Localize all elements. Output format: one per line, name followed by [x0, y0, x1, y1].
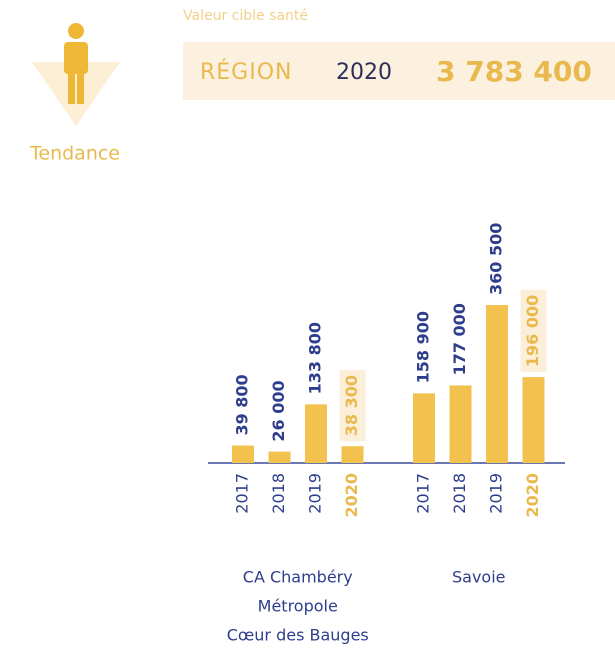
- label-highlight: [339, 369, 366, 442]
- x-tick-label: 2017: [414, 473, 433, 514]
- region-label: RÉGION: [200, 59, 293, 85]
- bar: [449, 385, 472, 463]
- value-label: 158 900: [414, 311, 433, 383]
- subtitle: Valeur cible santé: [183, 8, 308, 24]
- x-tick-label: 2020: [342, 473, 361, 518]
- bar: [341, 446, 364, 463]
- value-label: 26 000: [269, 380, 288, 441]
- bar: [268, 451, 291, 463]
- region-value: 3 783 400: [436, 55, 592, 88]
- label-highlight: [520, 289, 547, 373]
- value-label: 133 800: [306, 322, 325, 394]
- bar: [232, 445, 254, 463]
- x-tick-label: 2019: [306, 473, 325, 514]
- region-year: 2020: [336, 60, 392, 85]
- value-label: 177 000: [450, 303, 469, 375]
- bar: [305, 404, 327, 463]
- value-label: 38 300: [342, 375, 361, 436]
- group-label: CA Chambéry: [243, 568, 353, 587]
- x-tick-label: 2020: [523, 473, 542, 518]
- bar: [522, 377, 545, 463]
- x-tick-label: 2018: [450, 473, 469, 514]
- bar: [486, 305, 508, 463]
- x-tick-label: 2019: [487, 473, 506, 514]
- trend-label: Tendance: [29, 143, 120, 165]
- region-box: [183, 42, 615, 100]
- x-tick-label: 2017: [233, 473, 252, 514]
- value-label: 39 800: [233, 374, 252, 435]
- bar: [413, 393, 435, 463]
- group-label: Savoie: [452, 568, 506, 587]
- trend-arrow: [32, 62, 120, 126]
- x-tick-label: 2018: [269, 473, 288, 514]
- person-icon: [64, 23, 88, 104]
- group-label: Cœur des Bauges: [227, 626, 369, 645]
- value-label: 360 500: [487, 223, 506, 295]
- group-label: Métropole: [258, 597, 338, 616]
- value-label: 196 000: [523, 295, 542, 367]
